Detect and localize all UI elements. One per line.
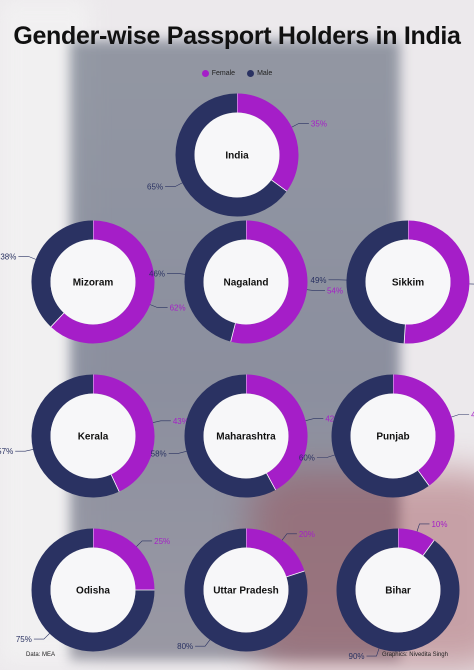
footer-credit: Graphics: Nivedita Singh (382, 652, 448, 658)
percent-label-sikkim-male: 49% (311, 276, 327, 285)
percent-label-bihar-female: 10% (431, 520, 447, 529)
footer-source: Data: MEA (26, 652, 55, 658)
percent-label-maharashtra-male: 58% (151, 449, 167, 458)
region-label-india: India (225, 151, 249, 162)
donut-odisha: 25% 75% Odisha (16, 529, 170, 645)
donut-punjab: 40%60%Punjab (299, 375, 474, 489)
connector-nagaland-male (167, 273, 185, 274)
connector-india-male (165, 183, 182, 187)
connector-odisha-male (34, 634, 50, 640)
donut-uttar-pradesh: 20% 80% Uttar Pradesh (177, 529, 315, 652)
region-label-nagaland: Nagaland (223, 278, 268, 289)
connector-mizoram-male (18, 256, 35, 259)
percent-label-mizoram-male: 38% (0, 252, 16, 261)
donut-maharashtra: 42%58%Maharashtra (151, 375, 342, 490)
percent-label-nagaland-female: 54% (327, 287, 343, 296)
connector-nagaland-female (307, 290, 325, 291)
connector-kerala-female (153, 421, 171, 423)
percent-label-nagaland-male: 46% (149, 269, 165, 278)
percent-label-bihar-male: 90% (349, 652, 365, 661)
donut-india: 35% 65% India (147, 94, 327, 208)
connector-punjab-male (317, 455, 335, 458)
region-label-punjab: Punjab (376, 432, 409, 443)
connector-maharashtra-male (169, 451, 187, 453)
connector-bihar-male (367, 649, 380, 657)
percent-label-odisha-female: 25% (154, 537, 170, 546)
region-label-bihar: Bihar (385, 586, 411, 597)
connector-bihar-female (417, 524, 430, 532)
connector-odisha-female (137, 541, 153, 547)
slice-bihar-female (398, 538, 429, 548)
connector-mizoram-female (150, 305, 167, 308)
connector-punjab-female (452, 415, 470, 418)
donut-sikkim: 51%49%Sikkim (311, 221, 474, 344)
percent-label-punjab-male: 60% (299, 453, 315, 462)
percent-label-kerala-male: 57% (0, 447, 13, 456)
connector-maharashtra-female (306, 419, 324, 421)
percent-label-india-male: 65% (147, 183, 163, 192)
region-label-kerala: Kerala (78, 432, 109, 443)
region-label-mizoram: Mizoram (73, 278, 114, 289)
donut-kerala: 43%57%Kerala (0, 375, 189, 492)
percent-label-mizoram-female: 62% (170, 304, 186, 313)
region-label-uttar-pradesh: Uttar Pradesh (213, 586, 279, 597)
region-label-maharashtra: Maharashtra (216, 432, 276, 443)
percent-label-uttar-pradesh-male: 80% (177, 642, 193, 651)
connector-kerala-male (15, 449, 33, 451)
region-label-sikkim: Sikkim (392, 278, 424, 289)
percent-label-uttar-pradesh-female: 20% (299, 530, 315, 539)
percent-label-india-female: 35% (311, 119, 327, 128)
connector-uttar-pradesh-female (282, 534, 297, 540)
connector-india-female (292, 123, 309, 127)
connector-uttar-pradesh-male (195, 640, 210, 646)
donut-bihar: 10% 90% Bihar (346, 520, 450, 661)
region-label-odisha: Odisha (76, 586, 110, 597)
percent-label-odisha-male: 75% (16, 635, 32, 644)
